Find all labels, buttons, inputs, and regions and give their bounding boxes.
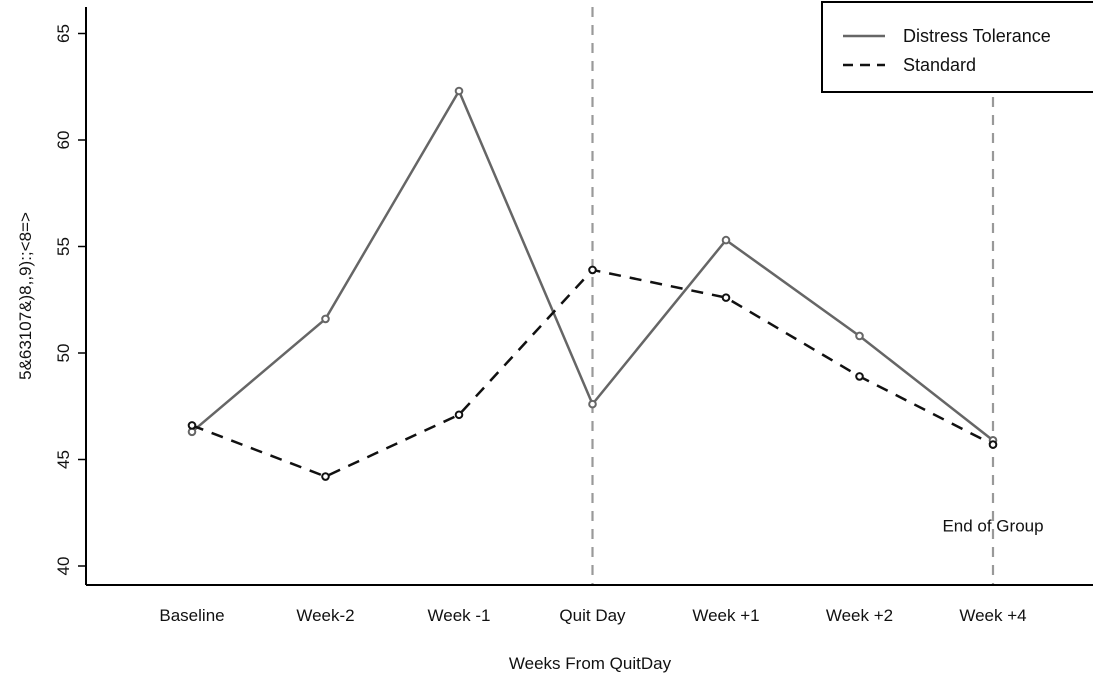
x-tick-label: Baseline [159, 606, 224, 625]
legend-label-standard: Standard [903, 55, 976, 75]
x-axis-ticks: Baseline Week-2 Week -1 Quit Day Week +1 Week… [159, 606, 1026, 625]
y-tick-label: 65 [54, 24, 73, 43]
y-tick-label: 50 [54, 344, 73, 363]
x-tick-label: Week +4 [959, 606, 1026, 625]
data-point-standard [187, 421, 197, 430]
legend-box [821, 1, 1093, 93]
y-tick-label: 60 [54, 131, 73, 150]
data-point-standard [988, 440, 998, 449]
annotations: End of Group [942, 517, 1043, 536]
x-tick-label: Quit Day [559, 606, 626, 625]
data-point-standard [454, 410, 464, 420]
data-point-distress-tolerance [855, 331, 864, 341]
reference-lines [591, 7, 995, 585]
data-point-standard [721, 293, 731, 302]
y-axis-title: 5&63107&)8,,9):;<8=> [16, 212, 35, 380]
data-point-standard [321, 472, 330, 481]
data-point-standard [855, 372, 864, 381]
x-tick-label: Week-2 [296, 606, 354, 625]
legend: Distress Tolerance Standard [821, 1, 1093, 93]
legend-label-distress-tolerance: Distress Tolerance [903, 26, 1051, 46]
y-tick-label: 45 [54, 450, 73, 469]
x-axis-title: Weeks From QuitDay [509, 654, 672, 673]
series-layer [187, 86, 998, 481]
data-point-distress-tolerance [588, 399, 597, 409]
x-tick-label: Week +1 [692, 606, 759, 625]
x-tick-label: Week +2 [826, 606, 893, 625]
x-tick-label: Week -1 [428, 606, 491, 625]
y-tick-label: 40 [54, 557, 73, 576]
y-tick-label: 55 [54, 237, 73, 256]
data-point-distress-tolerance [321, 314, 330, 324]
data-point-distress-tolerance [454, 86, 464, 96]
data-point-standard [588, 265, 597, 275]
annotation-label: End of Group [942, 517, 1043, 536]
y-axis-ticks: 40 45 50 55 60 65 [54, 24, 86, 575]
data-point-distress-tolerance [721, 235, 731, 245]
